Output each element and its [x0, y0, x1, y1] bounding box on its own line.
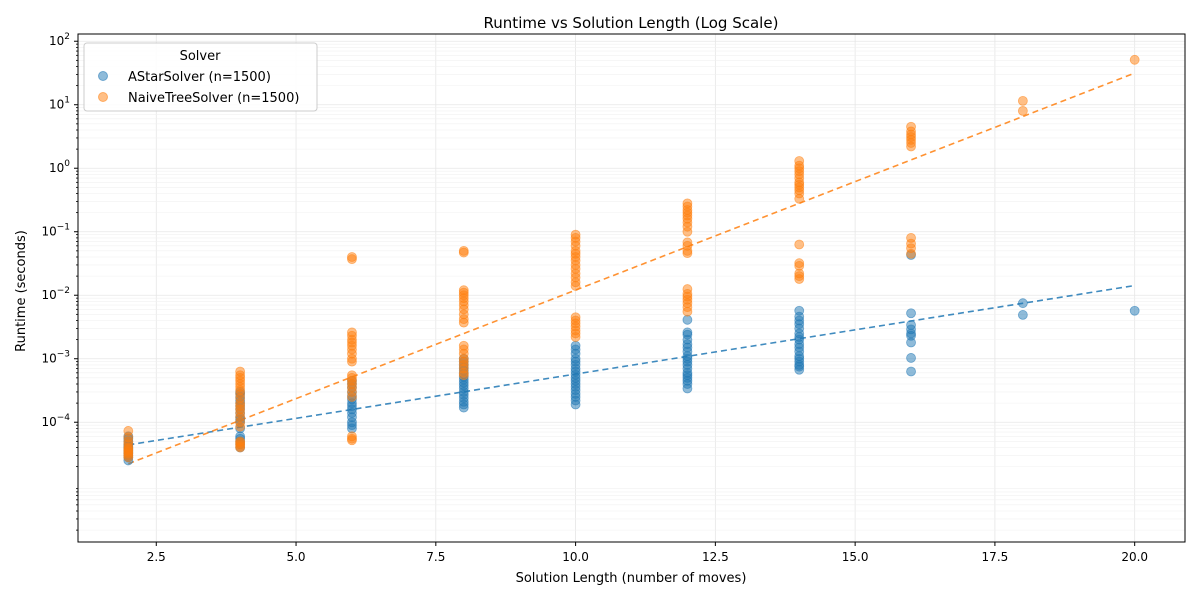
data-point-naive [794, 258, 805, 269]
y-tick-label: 10−3 [41, 350, 70, 366]
x-tick-label: 12.5 [702, 550, 729, 564]
data-point-naive [1017, 95, 1028, 106]
y-axis-label: Runtime (seconds) [14, 230, 29, 352]
data-point-naive [1129, 54, 1140, 65]
legend-marker-naive [98, 92, 108, 102]
data-point-astar [906, 366, 916, 377]
y-tick-label: 10−4 [41, 413, 70, 429]
data-point-astar [794, 305, 805, 316]
y-tick-base: 10 [41, 415, 56, 429]
data-point-naive [458, 285, 469, 296]
data-point-naive [682, 284, 693, 294]
y-tick-label: 10−2 [41, 286, 70, 302]
legend-marker-astar [98, 71, 108, 81]
y-tick-exponent: −4 [57, 413, 71, 423]
y-tick-base: 10 [49, 98, 64, 112]
x-tick-label: 2.5 [147, 550, 166, 564]
data-point-astar [906, 308, 916, 319]
y-tick-base: 10 [41, 225, 56, 239]
data-point-naive [906, 121, 916, 132]
data-point-naive [458, 245, 469, 256]
x-tick-label: 10.0 [562, 550, 589, 564]
chart-title: Runtime vs Solution Length (Log Scale) [484, 14, 779, 32]
data-point-naive [1017, 105, 1028, 116]
x-tick-label: 17.5 [982, 550, 1009, 564]
data-point-astar [570, 340, 581, 351]
data-point-naive [570, 312, 581, 323]
y-tick-exponent: 0 [64, 159, 70, 169]
data-point-astar [1017, 310, 1028, 320]
data-point-naive [235, 436, 246, 447]
legend-label-naive: NaiveTreeSolver (n=1500) [128, 91, 299, 106]
legend: Solver AStarSolver (n=1500) NaiveTreeSol… [83, 42, 318, 112]
y-tick-base: 10 [49, 34, 64, 48]
data-point-naive [570, 229, 581, 240]
y-tick-exponent: −2 [57, 286, 70, 296]
x-tick-label: 7.5 [426, 550, 445, 564]
x-axis-label: Solution Length (number of moves) [516, 571, 747, 586]
data-point-astar [906, 353, 916, 363]
y-tick-label: 102 [49, 32, 70, 48]
data-point-astar [1017, 298, 1028, 309]
y-tick-base: 10 [41, 288, 56, 302]
y-tick-base: 10 [41, 352, 56, 366]
data-point-naive [794, 156, 805, 166]
y-tick-label: 10−1 [41, 223, 70, 239]
y-tick-exponent: −3 [57, 350, 70, 360]
legend-box [83, 42, 318, 112]
data-point-naive [235, 366, 246, 377]
y-tick-exponent: −1 [57, 223, 70, 233]
data-point-naive [458, 340, 469, 351]
x-tick-label: 15.0 [842, 550, 869, 564]
legend-label-astar: AStarSolver (n=1500) [128, 70, 271, 85]
legend-title: Solver [180, 49, 222, 64]
y-tick-exponent: 1 [64, 96, 70, 106]
data-point-naive [794, 239, 805, 250]
data-point-naive [347, 252, 357, 262]
x-tick-label: 5.0 [286, 550, 305, 564]
data-point-naive [123, 426, 134, 436]
data-point-naive [682, 198, 693, 209]
y-tick-label: 100 [49, 159, 70, 175]
x-axis-ticks: 2.5 5.0 7.5 10.0 12.5 15.0 17.5 20.0 [147, 542, 1148, 564]
y-tick-base: 10 [49, 161, 64, 175]
data-point-astar [1129, 305, 1140, 316]
data-point-naive [906, 232, 916, 243]
data-point-naive [347, 327, 357, 338]
points-layer [123, 54, 1140, 466]
data-point-naive [682, 237, 693, 248]
data-point-astar [682, 314, 693, 325]
plot-frame [77, 33, 1186, 543]
x-tick-label: 20.0 [1121, 550, 1148, 564]
data-point-naive [347, 431, 357, 442]
y-tick-exponent: 2 [64, 32, 70, 42]
data-point-astar [906, 320, 916, 330]
data-point-astar [682, 327, 693, 338]
data-point-naive [347, 370, 357, 381]
y-tick-label: 101 [49, 96, 70, 112]
